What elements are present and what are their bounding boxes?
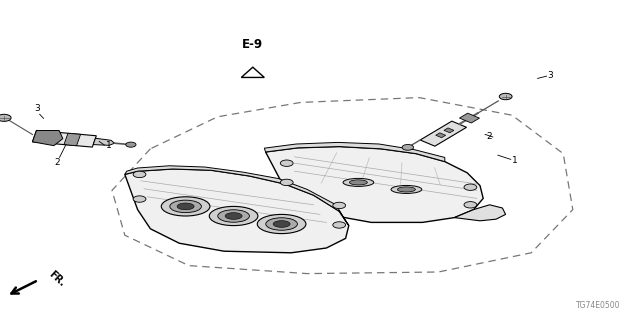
Ellipse shape <box>266 218 298 230</box>
Circle shape <box>499 93 512 100</box>
Circle shape <box>0 114 11 121</box>
Polygon shape <box>93 138 115 145</box>
Text: 3: 3 <box>547 71 553 80</box>
Circle shape <box>464 184 477 190</box>
Text: FR.: FR. <box>47 269 67 288</box>
Polygon shape <box>444 128 454 133</box>
Text: 2: 2 <box>55 158 60 167</box>
Polygon shape <box>125 169 349 253</box>
Circle shape <box>280 160 293 166</box>
Circle shape <box>280 179 293 186</box>
Circle shape <box>333 202 346 209</box>
Ellipse shape <box>343 179 374 186</box>
Polygon shape <box>125 166 349 226</box>
Polygon shape <box>436 133 445 138</box>
Ellipse shape <box>273 221 290 227</box>
Ellipse shape <box>218 210 250 222</box>
Polygon shape <box>264 142 445 162</box>
Circle shape <box>402 145 413 150</box>
Circle shape <box>126 142 136 147</box>
Polygon shape <box>454 205 506 221</box>
Circle shape <box>333 222 346 228</box>
Polygon shape <box>266 147 483 222</box>
Ellipse shape <box>170 200 202 213</box>
Polygon shape <box>460 113 479 123</box>
Text: 1: 1 <box>106 141 111 150</box>
Ellipse shape <box>161 197 210 216</box>
Polygon shape <box>420 121 467 146</box>
Polygon shape <box>64 133 81 146</box>
Polygon shape <box>33 131 63 146</box>
Polygon shape <box>241 67 264 77</box>
Text: E-9: E-9 <box>242 38 264 51</box>
Text: 2: 2 <box>486 132 492 141</box>
Ellipse shape <box>391 186 422 193</box>
Circle shape <box>133 171 146 178</box>
Ellipse shape <box>257 214 306 234</box>
Text: 1: 1 <box>512 156 518 165</box>
Polygon shape <box>33 131 97 147</box>
Ellipse shape <box>397 187 415 192</box>
Circle shape <box>133 196 146 202</box>
Text: 3: 3 <box>35 104 40 113</box>
Ellipse shape <box>225 213 242 220</box>
Text: TG74E0500: TG74E0500 <box>576 301 621 310</box>
Circle shape <box>464 202 477 208</box>
Ellipse shape <box>209 206 258 226</box>
Ellipse shape <box>349 180 367 185</box>
Ellipse shape <box>177 203 194 210</box>
